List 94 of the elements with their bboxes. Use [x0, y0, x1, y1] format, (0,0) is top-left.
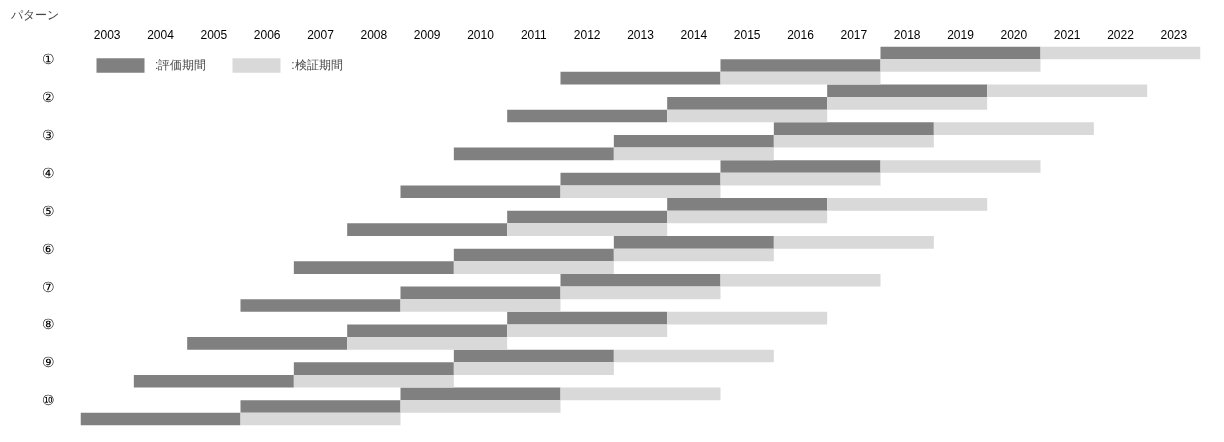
y-axis-title: パターン	[9, 7, 59, 22]
bar	[613, 134, 774, 148]
bar	[400, 299, 561, 312]
bar	[507, 109, 668, 123]
bar	[133, 374, 294, 388]
bar	[560, 273, 721, 287]
bar	[773, 122, 934, 135]
x-tick-label: 2020	[1000, 27, 1028, 42]
y-tick-label: ①	[41, 51, 55, 68]
y-tick-label: ⑩	[41, 392, 55, 409]
bar	[827, 84, 988, 98]
bar	[560, 185, 721, 199]
x-tick-label: 2007	[307, 27, 335, 42]
x-tick-label: 2013	[627, 27, 655, 42]
x-tick-label: 2012	[573, 27, 601, 42]
bar	[347, 337, 508, 350]
y-tick-label: ②	[41, 89, 55, 106]
bar	[773, 236, 934, 249]
y-tick-label: ⑦	[41, 278, 55, 295]
bar	[933, 122, 1094, 135]
x-tick-label: 2009	[413, 27, 441, 42]
x-tick-label: 2008	[360, 27, 388, 42]
bar	[613, 147, 774, 161]
y-tick-label: ④	[41, 164, 55, 181]
bar	[293, 362, 454, 375]
bar	[613, 236, 774, 249]
y-tick-label: ⑨	[41, 354, 55, 371]
bar	[400, 286, 561, 300]
bar	[347, 324, 508, 338]
bar	[453, 248, 614, 262]
bar	[453, 261, 614, 274]
bar	[667, 97, 828, 110]
bar	[720, 160, 881, 173]
bar	[720, 71, 881, 85]
bar	[667, 198, 828, 211]
x-tick-label: 2005	[200, 27, 228, 42]
bar	[453, 147, 614, 161]
x-tick-label: 2023	[1160, 27, 1188, 42]
bar	[880, 46, 1041, 60]
bar	[507, 311, 668, 325]
x-tick-label: 2021	[1053, 27, 1081, 42]
x-tick-label: 2019	[947, 27, 975, 42]
bar	[453, 349, 614, 363]
x-tick-label: 2004	[147, 27, 175, 42]
bar	[720, 172, 881, 186]
bar	[507, 210, 668, 224]
bar	[560, 71, 721, 85]
y-tick-label: ⑥	[41, 240, 55, 257]
bar	[240, 412, 401, 426]
bar	[880, 59, 1041, 72]
bar	[400, 387, 561, 401]
bar	[560, 172, 721, 186]
bar	[613, 248, 774, 262]
bar	[187, 337, 348, 350]
bar	[1040, 46, 1201, 60]
y-tick-label: ③	[41, 126, 55, 143]
bar	[293, 261, 454, 274]
x-tick-label: 2016	[787, 27, 815, 42]
bar	[453, 362, 614, 375]
x-tick-label: 2011	[520, 27, 548, 42]
bar	[720, 273, 881, 287]
legend-label: :評価期間	[155, 56, 207, 74]
bar	[827, 97, 988, 110]
bar	[560, 387, 721, 401]
bar	[80, 412, 241, 426]
bar	[773, 134, 934, 148]
y-tick-label: ⑧	[41, 316, 55, 333]
bar	[613, 349, 774, 363]
bar	[507, 223, 668, 236]
bar	[880, 160, 1041, 173]
bar	[667, 109, 828, 123]
x-tick-label: 2015	[733, 27, 761, 42]
x-tick-label: 2014	[680, 27, 708, 42]
bar	[293, 374, 454, 388]
bar	[400, 185, 561, 199]
bar	[347, 223, 508, 236]
x-tick-label: 2010	[467, 27, 495, 42]
legend-label: :検証期間	[291, 56, 343, 74]
bar	[667, 311, 828, 325]
bar	[240, 299, 401, 312]
bar	[507, 324, 668, 338]
x-tick-label: 2006	[253, 27, 281, 42]
bar	[720, 59, 881, 72]
bar	[560, 286, 721, 300]
bar	[240, 400, 401, 413]
y-tick-label: ⑤	[41, 202, 55, 219]
bar	[827, 198, 988, 211]
bar	[400, 400, 561, 413]
x-tick-label: 2017	[840, 27, 868, 42]
x-tick-label: 2003	[93, 27, 121, 42]
bar	[987, 84, 1148, 98]
bar	[667, 210, 828, 224]
x-tick-label: 2022	[1107, 27, 1135, 42]
x-tick-label: 2018	[893, 27, 921, 42]
